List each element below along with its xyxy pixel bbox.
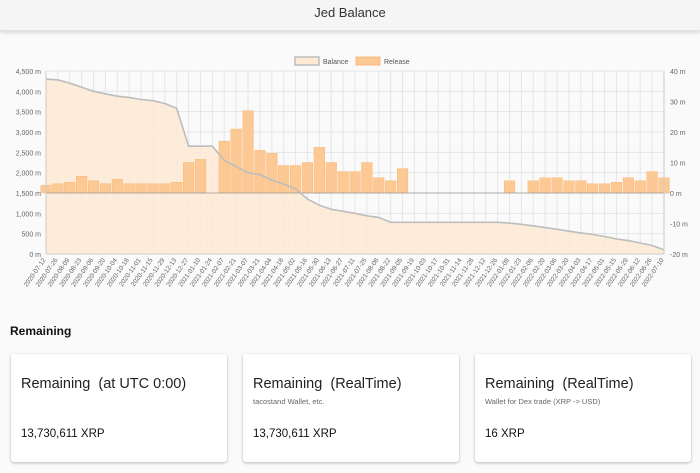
release-bar [135,183,147,194]
release-bar [147,183,159,194]
release-bar [361,162,373,194]
card-subtitle: tacostand Wallet, etc. [253,397,325,406]
release-bar [266,153,278,194]
release-bar [349,171,361,194]
release-bar [575,180,587,194]
y-right-tick-label: 20 m [670,130,686,137]
remaining-card-utc: Remaining (at UTC 0:00) 13,730,611 XRP [11,354,227,462]
release-bar [504,180,516,194]
release-bar [254,150,266,194]
y-right-tick-label: 40 m [670,69,686,76]
y-left-tick-label: 0 m [29,252,41,259]
card-value: 16 XRP [485,428,525,440]
release-bar [278,165,290,194]
release-bar [111,179,123,194]
release-bar [527,180,539,194]
y-right-tick-label: -10 m [670,222,688,229]
page-title: Jed Balance [314,5,386,20]
y-left-tick-label: 3,500 m [16,110,41,117]
release-bar [313,147,325,194]
release-bar [171,182,183,194]
balance-area [46,79,664,254]
y-left-tick-label: 1,000 m [16,211,41,218]
release-bar [123,183,135,194]
card-subtitle: Wallet for Dex trade (XRP -> USD) [485,397,601,406]
balance-chart-svg: 0 m 500 m 1,000 m 1,500 m 2,000 m 2,500 m 3,00… [16,56,688,288]
release-bar [385,180,397,194]
release-bar [194,159,207,194]
release-bar [325,162,337,194]
release-bar [599,183,611,194]
y-right-tick-label: 30 m [670,100,686,107]
card-title: Remaining (at UTC 0:00) [21,376,187,392]
y-right-tick-label: 0 m [670,191,682,198]
release-bar [64,182,76,194]
app-header: Jed Balance [0,0,700,31]
release-bar [587,183,599,194]
release-bar [301,162,314,194]
release-bar [218,140,230,194]
release-bar [52,183,64,194]
card-value: 13,730,611 XRP [253,428,337,440]
y-left-tick-label: 1,500 m [16,191,41,198]
release-bar [373,177,385,194]
release-bar [634,180,646,194]
y-left-tick-label: 4,500 m [16,69,41,76]
legend-label-balance: Balance [323,59,348,66]
release-bar [76,175,88,194]
release-bar [397,168,409,194]
release-bar [622,177,634,194]
release-bar [563,180,575,194]
balance-chart: 0 m 500 m 1,000 m 1,500 m 2,000 m 2,500 m 3,00… [0,48,700,310]
y-right-tick-label: -20 m [670,252,688,259]
remaining-card-realtime-tacostand: Remaining (RealTime) tacostand Wallet, e… [243,354,459,462]
y-left-tick-label: 2,500 m [16,150,41,157]
y-left-tick-label: 500 m [22,232,42,239]
legend-swatch-balance [294,56,320,66]
remaining-card-realtime-dex: Remaining (RealTime) Wallet for Dex trad… [475,354,691,462]
release-bar [159,183,171,194]
release-bar [230,128,242,194]
balance-line [45,78,665,251]
y-left-tick-label: 3,000 m [16,130,41,137]
release-bar [87,180,100,194]
legend-label-release: Release [384,59,410,66]
release-bar [242,110,254,194]
release-bar [646,171,658,194]
remaining-section-title: Remaining [10,324,72,338]
legend-swatch-release [355,56,381,66]
release-bar [539,177,551,194]
card-title: Remaining (RealTime) [253,376,402,392]
y-left-tick-label: 4,000 m [16,89,41,96]
card-value: 13,730,611 XRP [21,428,105,440]
release-bar [337,171,349,194]
y-left-tick-label: 2,000 m [16,171,41,178]
release-bar [183,162,195,194]
release-bar [99,183,111,194]
card-title: Remaining (RealTime) [485,376,634,392]
y-right-tick-label: 10 m [670,161,686,168]
release-bar [551,177,563,194]
release-bar [610,182,622,194]
